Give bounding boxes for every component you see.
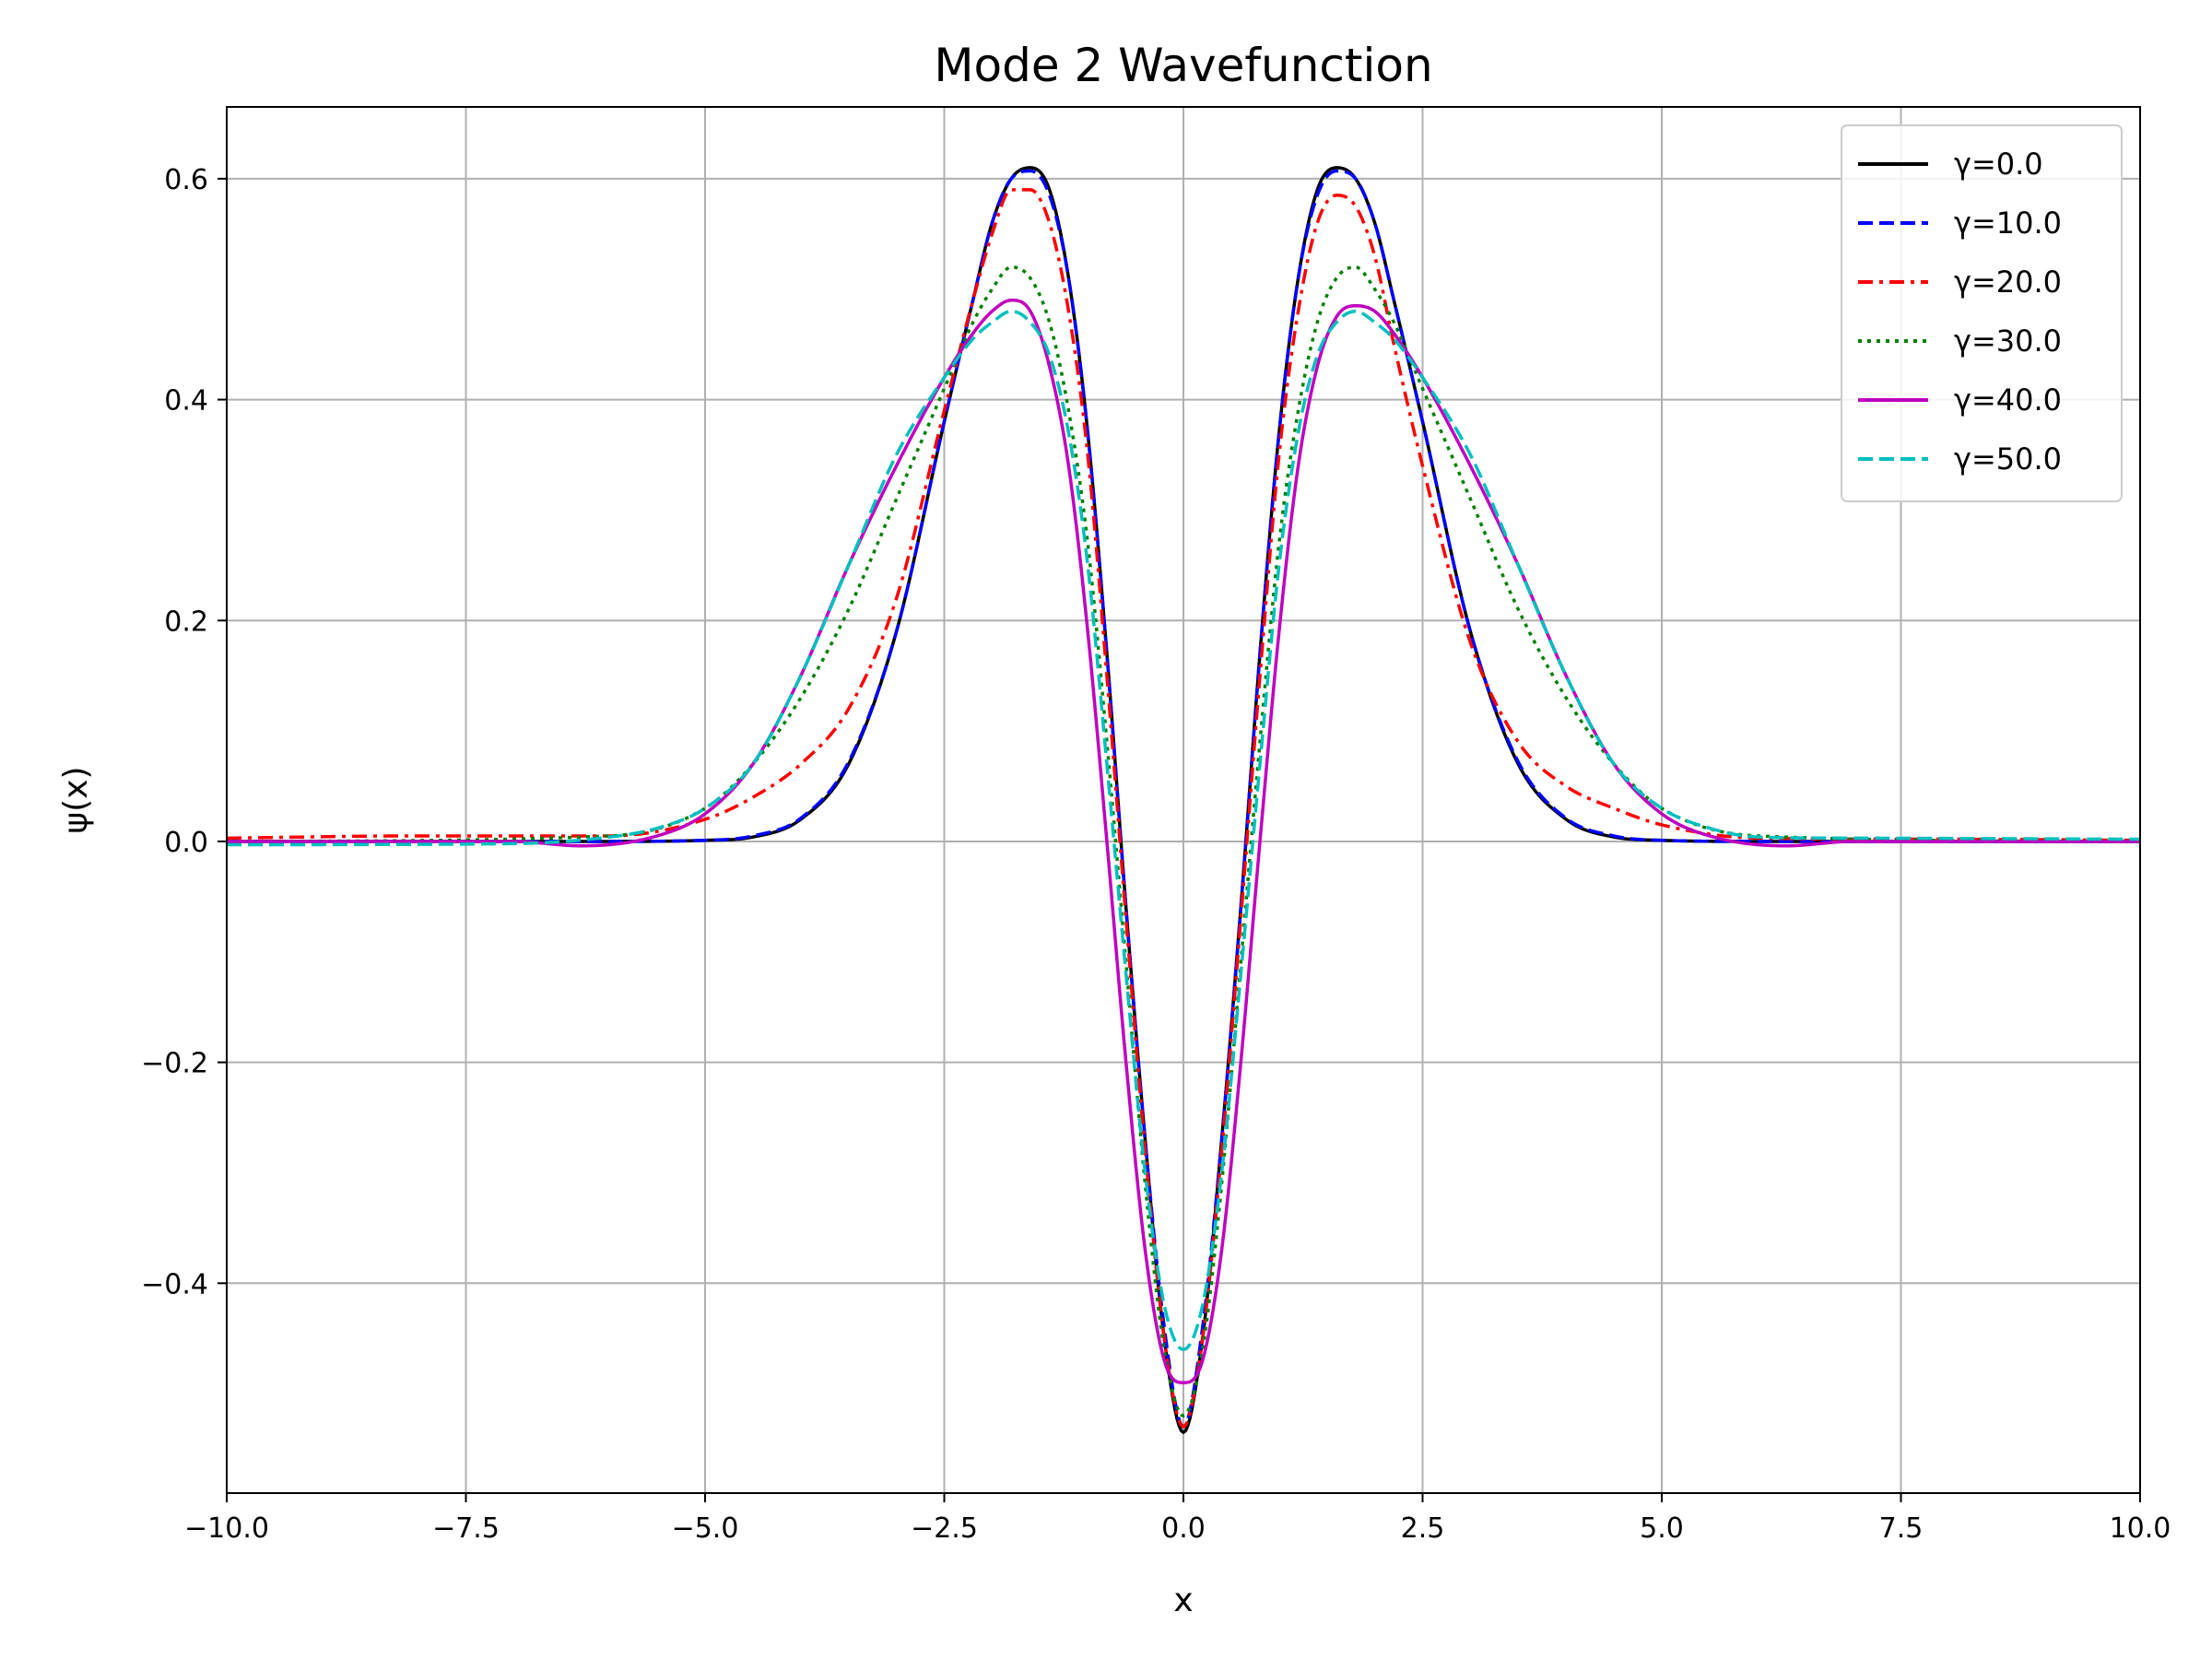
x-tick-label: 2.5 <box>1401 1512 1445 1545</box>
y-axis-ticks: −0.4 −0.2 0.0 0.2 0.4 0.6 <box>141 164 227 1300</box>
x-axis-ticks: −10.0 −7.5 −5.0 −2.5 0.0 2.5 5.0 7.5 10.0 <box>184 1493 2171 1545</box>
x-axis-label: x <box>1173 1582 1193 1619</box>
legend-label: γ=30.0 <box>1954 324 2062 359</box>
y-tick-label: −0.2 <box>141 1048 208 1080</box>
x-tick-label: 10.0 <box>2110 1512 2171 1545</box>
legend-label: γ=10.0 <box>1954 206 2062 241</box>
plot-area <box>226 166 2141 1434</box>
x-tick-label: −5.0 <box>672 1512 739 1545</box>
chart-title: Mode 2 Wavefunction <box>934 39 1432 92</box>
y-tick-label: 0.6 <box>164 164 208 196</box>
legend-label: γ=20.0 <box>1954 265 2062 300</box>
legend-label: γ=50.0 <box>1954 441 2062 477</box>
x-tick-label: −10.0 <box>184 1512 269 1545</box>
x-tick-label: −7.5 <box>432 1512 500 1545</box>
series-line-5 <box>226 309 2141 1351</box>
y-tick-label: 0.0 <box>164 827 208 859</box>
x-tick-label: 7.5 <box>1879 1512 1924 1545</box>
series-line-3 <box>226 265 2141 1418</box>
legend: γ=0.0 γ=10.0 γ=20.0 γ=30.0 γ=40.0 γ=50.0 <box>1841 124 2123 502</box>
legend-label: γ=40.0 <box>1954 382 2062 418</box>
y-axis-label: ψ(x) <box>57 766 95 833</box>
x-tick-label: −2.5 <box>911 1512 978 1545</box>
legend-label: γ=0.0 <box>1954 147 2043 182</box>
legend-box <box>1841 124 2123 502</box>
y-tick-label: −0.4 <box>141 1268 208 1300</box>
x-tick-label: 5.0 <box>1640 1512 1684 1545</box>
y-tick-label: 0.4 <box>164 385 208 418</box>
x-tick-label: 0.0 <box>1161 1512 1206 1545</box>
y-tick-label: 0.2 <box>164 606 208 638</box>
